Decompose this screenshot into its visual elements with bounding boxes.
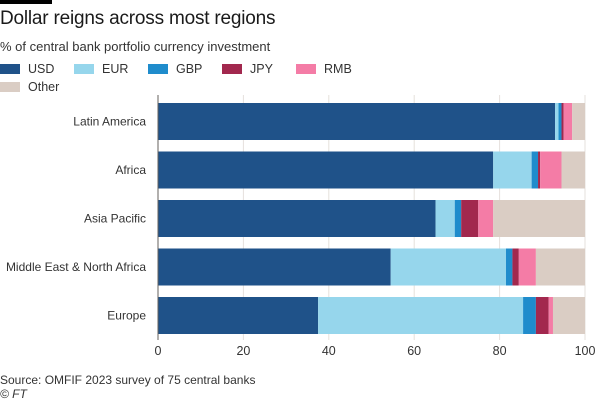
x-tick-label: 100 — [575, 344, 596, 358]
category-label: Latin America — [73, 115, 146, 129]
legend-swatch-rmb — [296, 64, 316, 74]
legend-item-other: Other — [0, 80, 59, 94]
bar-segment-jpy — [538, 151, 541, 189]
bar-segment-usd — [158, 151, 494, 189]
legend-label-usd: USD — [28, 62, 55, 76]
bar-segment-gbp — [506, 248, 513, 286]
legend-item-jpy: JPY — [222, 62, 273, 76]
category-label: Middle East & North Africa — [6, 260, 146, 274]
x-tick-label: 0 — [155, 344, 162, 358]
bar-segment-jpy — [535, 297, 549, 334]
category-label: Asia Pacific — [84, 212, 146, 226]
bar-segment-usd — [158, 248, 391, 286]
bar-segment-rmb — [548, 297, 553, 334]
x-tick-label: 60 — [407, 344, 421, 358]
bar-segment-other — [572, 103, 585, 140]
bar-segment-eur — [493, 151, 532, 189]
bar-segment-gbp — [523, 297, 536, 334]
legend-swatch-gbp — [148, 64, 168, 74]
legend-item-eur: EUR — [74, 62, 128, 76]
source-note: Source: OMFIF 2023 survey of 75 central … — [0, 373, 256, 387]
bar-segment-other — [552, 297, 585, 334]
category-label: Europe — [107, 309, 146, 323]
x-tick-label: 40 — [322, 344, 336, 358]
bar-segment-other — [535, 248, 585, 286]
legend-swatch-eur — [74, 64, 94, 74]
bar-segment-gbp — [558, 103, 562, 140]
bar-segment-eur — [555, 103, 559, 140]
bar-segment-jpy — [512, 248, 519, 286]
bar-segment-rmb — [518, 248, 536, 286]
legend-label-eur: EUR — [102, 62, 129, 76]
bar-segment-eur — [390, 248, 507, 286]
ft-credit: © FT — [0, 387, 27, 401]
legend-label-gbp: GBP — [176, 62, 203, 76]
bar-segment-jpy — [461, 200, 479, 237]
bar-segment-rmb — [478, 200, 494, 237]
bar-segment-usd — [158, 200, 436, 237]
stacked-bar-chart: Latin America Africa Asia Pacific Middle Ea… — [6, 95, 596, 358]
chart-title: Dollar reigns across most regions — [0, 8, 276, 29]
legend-label-rmb: RMB — [324, 62, 352, 76]
bar-segment-usd — [158, 297, 319, 334]
legend-swatch-other — [0, 82, 20, 92]
legend-swatch-usd — [0, 64, 20, 74]
bar-segment-other — [561, 151, 585, 189]
x-tick-label: 80 — [493, 344, 507, 358]
chart-subtitle: % of central bank portfolio currency inv… — [0, 39, 271, 54]
bar-segment-eur — [435, 200, 455, 237]
bar-segment-rmb — [563, 103, 573, 140]
legend-item-gbp: GBP — [148, 62, 202, 76]
bar-segment-jpy — [561, 103, 564, 140]
bar-segment-usd — [158, 103, 556, 140]
legend-item-usd: USD — [0, 62, 54, 76]
legend-item-rmb: RMB — [296, 62, 352, 76]
bar-segment-eur — [318, 297, 524, 334]
legend-label-other: Other — [28, 80, 60, 94]
category-label: Africa — [115, 163, 146, 177]
bar-segment-other — [493, 200, 585, 237]
bar-segment-gbp — [531, 151, 539, 189]
x-tick-label: 20 — [236, 344, 250, 358]
bar-segment-gbp — [454, 200, 462, 237]
legend-label-jpy: JPY — [250, 62, 273, 76]
bar-segment-rmb — [540, 151, 562, 189]
top-rule — [0, 0, 52, 4]
legend-swatch-jpy — [222, 64, 242, 74]
